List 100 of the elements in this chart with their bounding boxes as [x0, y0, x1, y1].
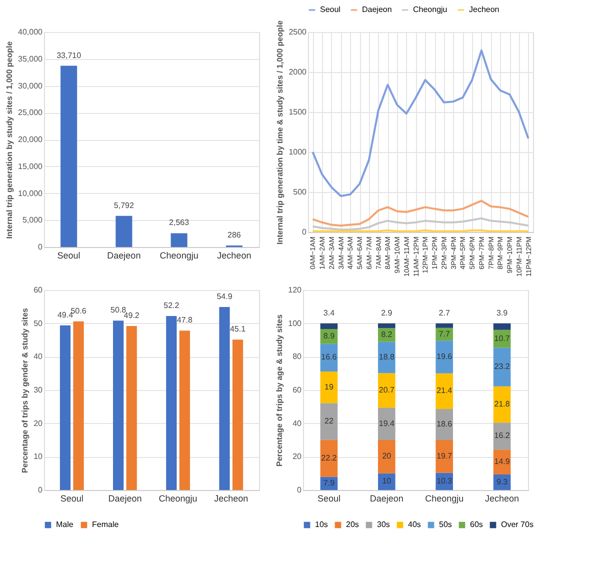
bar	[73, 321, 84, 490]
data-label: 50.6	[70, 306, 87, 316]
x-tick-label: Seoul	[317, 494, 340, 504]
y-tick-label: 100	[288, 318, 302, 328]
text: 33,710	[56, 50, 82, 60]
bar	[170, 233, 188, 247]
y-tick-label: 0	[302, 228, 308, 236]
bar	[320, 403, 338, 440]
y-tick-label: 20,000	[18, 135, 44, 144]
bar	[436, 440, 453, 473]
legend-label: Daejeon	[362, 5, 392, 14]
y-tick-label: 80	[292, 352, 302, 362]
x-tick-label: Cheongju	[158, 494, 198, 504]
y-tick-label: 40	[292, 418, 302, 428]
y-tick-label: 50	[34, 318, 44, 328]
y-tick-label: 60	[34, 286, 44, 294]
data-label: 47.8	[176, 316, 194, 325]
data-label: 49.2	[124, 311, 140, 320]
data-label: 20.7	[378, 385, 395, 394]
bar	[219, 307, 230, 490]
y-tick-label: 500	[293, 188, 308, 196]
data-label: 18.6	[436, 420, 453, 428]
bar	[113, 320, 124, 490]
data-label: 3.9	[496, 308, 508, 318]
legend-label: Cheongju	[413, 5, 448, 14]
bar	[60, 66, 78, 247]
bar	[493, 348, 511, 386]
bar	[493, 386, 511, 423]
x-tick-label: Cheongju	[160, 250, 198, 260]
data-label: 19.4	[378, 418, 395, 428]
y-tick-label: 30	[34, 386, 44, 394]
legend-label: 50s	[439, 520, 452, 529]
data-label: 23.2	[494, 362, 510, 371]
x-tick-label: Daejeon	[107, 250, 141, 260]
y-tick-label: 0	[297, 486, 302, 494]
bar	[436, 340, 453, 374]
x-tick-label: Seoul	[60, 494, 84, 504]
y-tick-label: 35,000	[18, 54, 44, 64]
x-tick-label: Jecheon	[217, 250, 252, 260]
y-tick-label: 40	[34, 352, 44, 362]
data-label: 16.2	[494, 431, 510, 440]
x-tick-label: Jecheon	[485, 494, 520, 504]
y-tick-label: 20	[34, 418, 44, 428]
data-label: 10.3	[436, 476, 453, 486]
bar	[378, 408, 396, 440]
data-label: 19.7	[436, 451, 453, 460]
bar	[320, 372, 338, 404]
text: 2,563	[169, 218, 190, 228]
y-tick-label: 120	[288, 286, 302, 294]
data-label: 8.2	[381, 330, 393, 339]
data-label: 54.9	[216, 292, 233, 301]
legend-label: 30s	[377, 520, 390, 529]
bar	[320, 323, 338, 329]
data-label: 16.6	[321, 352, 338, 362]
line-series	[312, 49, 530, 197]
legend-label: 20s	[346, 520, 359, 529]
legend-label: Male	[56, 520, 74, 529]
bar	[166, 316, 177, 490]
x-tick-label: Jecheon	[214, 494, 248, 504]
y-tick-label: 5,000	[22, 216, 44, 225]
data-label: 10	[382, 476, 392, 486]
line-series	[312, 200, 530, 227]
data-label: 18.8	[378, 352, 395, 362]
y-tick-label: 0	[38, 486, 44, 494]
y-tick-label: 2500	[288, 28, 308, 36]
y-tick-label: 1000	[288, 148, 308, 156]
legend-label: 40s	[408, 520, 421, 529]
bar	[436, 323, 453, 328]
data-label: 8.9	[323, 331, 336, 340]
y-tick-label: 40,000	[18, 28, 44, 36]
data-label: 22.2	[321, 453, 338, 462]
legend-label: Seoul	[320, 5, 341, 14]
y-tick-label: 10,000	[18, 188, 44, 198]
legend-label: Female	[92, 520, 120, 529]
data-label: 3.4	[323, 308, 336, 318]
bar	[378, 440, 396, 474]
data-label: 10.7	[494, 334, 510, 343]
bar	[126, 326, 137, 490]
bar	[493, 323, 511, 330]
bar	[179, 330, 190, 490]
y-axis-title: Internal trip generation by study sites / 1,000 people	[5, 40, 14, 239]
line-series	[312, 217, 530, 231]
y-axis-title: Internal trip generation by time & study sites / 1,000 people	[276, 20, 285, 245]
data-label: 2.9	[381, 308, 393, 318]
y-tick-label: 10	[34, 452, 44, 462]
bar	[232, 340, 244, 490]
bar	[378, 473, 396, 490]
data-label: 20	[382, 452, 392, 461]
bar	[60, 325, 71, 490]
legend-label: 60s	[470, 520, 483, 529]
y-tick-label: 60	[292, 386, 302, 394]
data-label: 21.8	[494, 400, 510, 408]
data-label: 52.2	[164, 301, 180, 310]
data-label: 19	[324, 382, 334, 392]
data-label: 2.7	[438, 308, 450, 318]
bar	[436, 373, 453, 409]
y-tick-label: 30,000	[18, 81, 44, 90]
legend-label: Over 70s	[501, 520, 534, 529]
bar	[116, 216, 132, 247]
y-tick-label: 1500	[288, 108, 308, 116]
